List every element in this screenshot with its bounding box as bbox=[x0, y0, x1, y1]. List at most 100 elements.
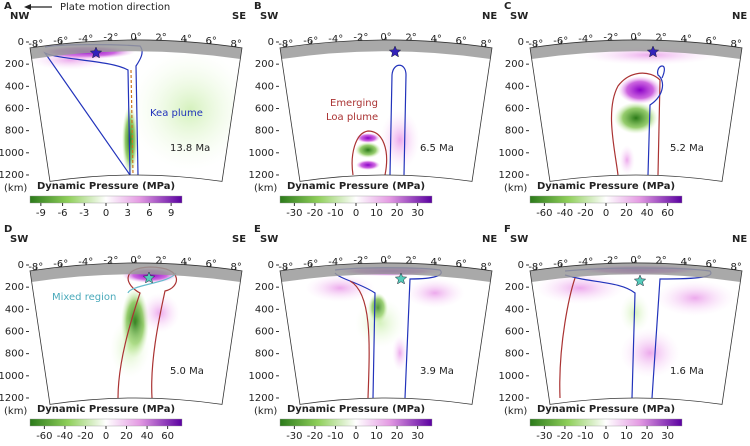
colorbar-tick-label: 20 bbox=[641, 431, 654, 442]
depth-tick-label: 400 bbox=[255, 304, 274, 315]
direction-left: NW bbox=[10, 11, 29, 22]
mantle-section bbox=[280, 40, 492, 182]
longitude-tick-label: 0° bbox=[130, 32, 141, 43]
direction-left: SW bbox=[260, 11, 278, 22]
colorbar-tick-label: 0 bbox=[603, 208, 609, 219]
colorbar-tick-label: 60 bbox=[161, 431, 174, 442]
section-border bbox=[29, 39, 243, 182]
mixed-region-label: Mixed region bbox=[52, 292, 116, 303]
depth-unit: (km) bbox=[504, 183, 527, 194]
lithosphere bbox=[280, 263, 492, 283]
panel-letter: D bbox=[4, 224, 12, 235]
depth-tick-label: 200 bbox=[5, 59, 24, 70]
longitude-tick-label: -8° bbox=[28, 262, 43, 273]
star-marker bbox=[388, 45, 402, 58]
colorbar-tick-label: -60 bbox=[536, 208, 552, 219]
longitude-tick-label: -8° bbox=[528, 262, 543, 273]
colorbar-tick-label: 20 bbox=[620, 208, 633, 219]
section-border bbox=[279, 262, 493, 405]
lithosphere bbox=[30, 263, 242, 283]
colorbar-tick-label: 0 bbox=[103, 431, 109, 442]
depth-tick-label: 1000 bbox=[499, 148, 524, 159]
panel-letter: B bbox=[254, 1, 262, 12]
longitude-tick-label: -8° bbox=[528, 39, 543, 50]
depth-tick-label: 800 bbox=[255, 349, 274, 360]
depth-tick-label: 0 bbox=[268, 37, 274, 48]
pressure-blob bbox=[618, 76, 662, 104]
colorbar-tick-label: 0 bbox=[353, 208, 359, 219]
panel-letter: A bbox=[4, 1, 12, 12]
depth-tick-label: 200 bbox=[505, 282, 524, 293]
colorbar bbox=[529, 195, 683, 204]
colorbar-tick-label: 20 bbox=[391, 431, 404, 442]
star-marker bbox=[142, 271, 156, 284]
section-border bbox=[29, 262, 243, 405]
depth-tick-label: 800 bbox=[255, 126, 274, 137]
longitude-tick-label: 4° bbox=[681, 34, 692, 45]
colorbar-tick-label: -10 bbox=[327, 208, 343, 219]
longitude-tick-label: -4° bbox=[78, 34, 93, 45]
plate-motion-label: Plate motion direction bbox=[60, 2, 170, 13]
depth-tick-label: 0 bbox=[518, 260, 524, 271]
plume-outline bbox=[351, 130, 388, 176]
longitude-tick-label: -6° bbox=[53, 259, 68, 270]
panel: ESW NE3.9 Ma-8° -6° -4° -2° 0° 2° 4° 6° 8°0200400… bbox=[249, 224, 498, 442]
direction-right: SE bbox=[232, 234, 246, 245]
section-border bbox=[529, 262, 743, 405]
longitude-tick-label: 8° bbox=[730, 39, 741, 50]
lithosphere bbox=[530, 40, 742, 60]
pressure-blob bbox=[130, 50, 242, 170]
panel: BSW NE6.5 Ma-8° -6° -4° -2° 0° 2° 4° 6° 8°0200400… bbox=[249, 1, 498, 219]
pressure-blob bbox=[380, 110, 420, 170]
longitude-tick-label: -8° bbox=[278, 39, 293, 50]
colorbar-tick-label: -10 bbox=[327, 431, 343, 442]
longitude-tick-label: -4° bbox=[78, 257, 93, 268]
longitude-tick-label: 2° bbox=[405, 256, 416, 267]
loa-plume-label: Emerging bbox=[330, 98, 378, 109]
panel: ANW SE 13.8 Ma -8° -6° -4° -2° 0° 2° 4° 6° 8° 0 200 40… bbox=[0, 1, 246, 219]
panel: FSW NE1.6 Ma-8° -6° -4° -2° 0° 2° 4° 6° 8°0200400… bbox=[499, 224, 748, 442]
longitude-tick-label: 4° bbox=[681, 257, 692, 268]
pressure-blob bbox=[356, 133, 380, 143]
direction-right: NE bbox=[482, 234, 497, 245]
colorbar-tick-label: 10 bbox=[620, 431, 633, 442]
longitude-tick-label: 6° bbox=[206, 36, 217, 47]
colorbar-title: Dynamic Pressure (MPa) bbox=[537, 181, 675, 192]
longitude-tick-label: 2° bbox=[655, 33, 666, 44]
depth-tick-label: 400 bbox=[255, 81, 274, 92]
kea-plume-label: Kea plume bbox=[150, 108, 203, 119]
pressure-field bbox=[305, 266, 465, 399]
depth-tick-label: 0 bbox=[268, 260, 274, 271]
longitude-tick-label: -2° bbox=[353, 256, 368, 267]
depth-tick-label: 200 bbox=[505, 59, 524, 70]
direction-left: SW bbox=[510, 234, 528, 245]
plume-outline bbox=[130, 69, 134, 176]
longitude-tick-label: 2° bbox=[405, 33, 416, 44]
pressure-blob bbox=[356, 160, 380, 170]
depth-tick-label: 1200 bbox=[499, 170, 524, 181]
lithosphere bbox=[280, 40, 492, 60]
depth-tick-label: 600 bbox=[255, 103, 274, 114]
longitude-tick-label: 8° bbox=[480, 262, 491, 273]
colorbar-title: Dynamic Pressure (MPa) bbox=[37, 181, 175, 192]
panel-letter: E bbox=[254, 224, 261, 235]
depth-tick-label: 1000 bbox=[0, 371, 24, 382]
depth-tick-label: 200 bbox=[5, 282, 24, 293]
pressure-blob bbox=[392, 335, 408, 371]
colorbar-tick-label: -30 bbox=[286, 208, 302, 219]
longitude-tick-label: -4° bbox=[578, 34, 593, 45]
depth-unit: (km) bbox=[4, 183, 27, 194]
depth-tick-label: 1000 bbox=[249, 371, 274, 382]
age-label: 5.2 Ma bbox=[670, 143, 704, 154]
depth-tick-label: 200 bbox=[255, 59, 274, 70]
longitude-tick-label: -2° bbox=[603, 256, 618, 267]
colorbar-tick-label: 6 bbox=[146, 208, 152, 219]
longitude-tick-label: -6° bbox=[53, 36, 68, 47]
longitude-tick-label: 2° bbox=[155, 256, 166, 267]
colorbar-tick-label: 0 bbox=[603, 431, 609, 442]
longitude-tick-label: -4° bbox=[328, 34, 343, 45]
depth-tick-label: 200 bbox=[255, 282, 274, 293]
pressure-blob bbox=[122, 105, 138, 175]
colorbar-tick-label: 10 bbox=[370, 431, 383, 442]
pressure-blob bbox=[535, 272, 625, 304]
